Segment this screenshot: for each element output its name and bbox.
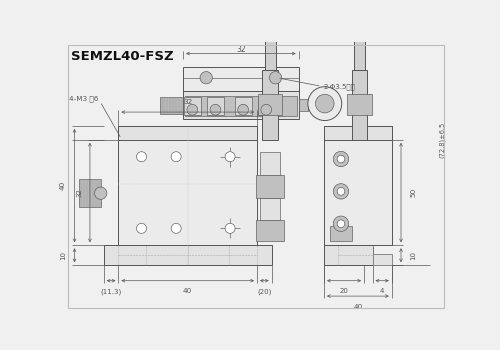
Text: (11.3): (11.3) — [100, 288, 121, 295]
Bar — [354, 20, 364, 70]
Circle shape — [225, 152, 235, 162]
Circle shape — [171, 223, 181, 233]
Circle shape — [210, 104, 221, 115]
Circle shape — [337, 188, 345, 195]
Text: 32: 32 — [76, 188, 82, 197]
Circle shape — [171, 152, 181, 162]
Bar — [324, 126, 392, 140]
Text: 32: 32 — [236, 45, 246, 54]
Circle shape — [334, 216, 348, 231]
Bar — [184, 97, 201, 115]
Circle shape — [334, 184, 348, 199]
Bar — [207, 97, 224, 115]
Text: (72.8)±6.5: (72.8)±6.5 — [440, 121, 446, 158]
Text: 4-M3 深6: 4-M3 深6 — [69, 96, 98, 102]
Text: 20: 20 — [340, 288, 348, 294]
Text: 4: 4 — [380, 288, 384, 294]
Circle shape — [316, 94, 334, 113]
Bar — [330, 226, 351, 241]
Bar — [298, 99, 308, 111]
Bar — [104, 245, 272, 265]
Bar — [258, 93, 282, 115]
Circle shape — [352, 14, 366, 27]
Bar — [234, 97, 252, 115]
Bar — [183, 91, 298, 119]
Bar — [184, 96, 297, 116]
Text: (20): (20) — [257, 288, 272, 295]
Bar — [183, 66, 298, 91]
Text: 10: 10 — [60, 251, 66, 260]
Circle shape — [263, 14, 277, 27]
Circle shape — [238, 104, 248, 115]
Bar — [324, 126, 392, 245]
Circle shape — [308, 87, 342, 120]
Circle shape — [334, 151, 348, 167]
Text: 32: 32 — [183, 99, 192, 105]
Circle shape — [270, 71, 281, 84]
Circle shape — [261, 104, 272, 115]
Bar — [324, 245, 372, 265]
Circle shape — [337, 155, 345, 163]
Bar — [260, 198, 280, 220]
Circle shape — [337, 220, 345, 228]
Bar — [256, 220, 284, 242]
Bar — [352, 70, 367, 140]
Bar — [118, 126, 257, 245]
Text: 40: 40 — [183, 288, 192, 294]
Circle shape — [136, 152, 146, 162]
Circle shape — [200, 71, 212, 84]
Bar — [79, 179, 100, 207]
Circle shape — [136, 223, 146, 233]
Text: 40: 40 — [60, 181, 66, 190]
Circle shape — [94, 187, 107, 199]
Bar — [372, 254, 392, 265]
Text: 10: 10 — [410, 251, 416, 260]
Bar — [264, 20, 276, 70]
Bar — [160, 97, 183, 114]
Text: SEMZL40-FSZ: SEMZL40-FSZ — [72, 50, 174, 63]
Bar — [262, 70, 278, 140]
Text: 2-Φ3.5贯空: 2-Φ3.5贯空 — [323, 84, 355, 90]
Bar — [118, 126, 257, 140]
Text: 40: 40 — [354, 304, 362, 310]
Bar — [256, 175, 284, 198]
Bar — [347, 93, 372, 115]
Bar — [260, 152, 280, 175]
Circle shape — [187, 104, 198, 115]
Bar — [258, 97, 274, 115]
Circle shape — [225, 223, 235, 233]
Text: 50: 50 — [410, 188, 416, 197]
